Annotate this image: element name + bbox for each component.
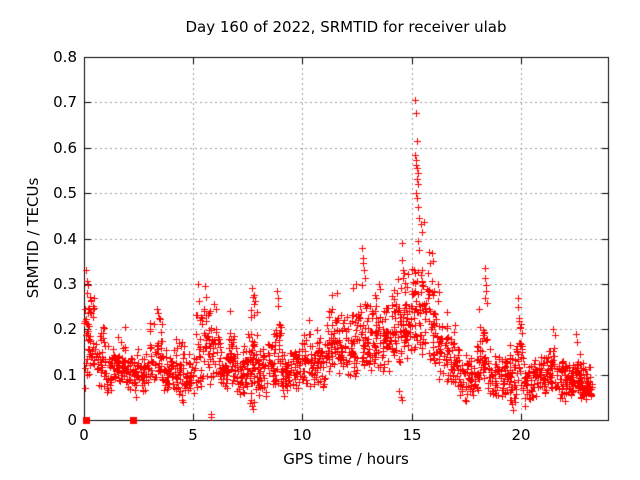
y-tick-label: 0.4: [53, 230, 77, 248]
y-tick-label: 0.6: [53, 139, 77, 157]
y-tick-label: 0.7: [53, 93, 77, 111]
y-tick-label: 0.2: [53, 320, 77, 338]
x-tick-label: 20: [511, 426, 531, 444]
y-tick-label: 0.8: [53, 48, 77, 66]
y-tick-label: 0: [67, 411, 77, 429]
y-tick-label: 0.5: [53, 184, 77, 202]
x-tick-label: 15: [402, 426, 422, 444]
x-tick-label: 0: [79, 426, 89, 444]
x-tick-label: 5: [188, 426, 198, 444]
chart-title: Day 160 of 2022, SRMTID for receiver ula…: [185, 18, 507, 36]
y-tick-label: 0.3: [53, 275, 77, 293]
x-axis-label: GPS time / hours: [283, 450, 409, 468]
x-tick-label: 10: [292, 426, 312, 444]
y-tick-label: 0.1: [53, 366, 77, 384]
